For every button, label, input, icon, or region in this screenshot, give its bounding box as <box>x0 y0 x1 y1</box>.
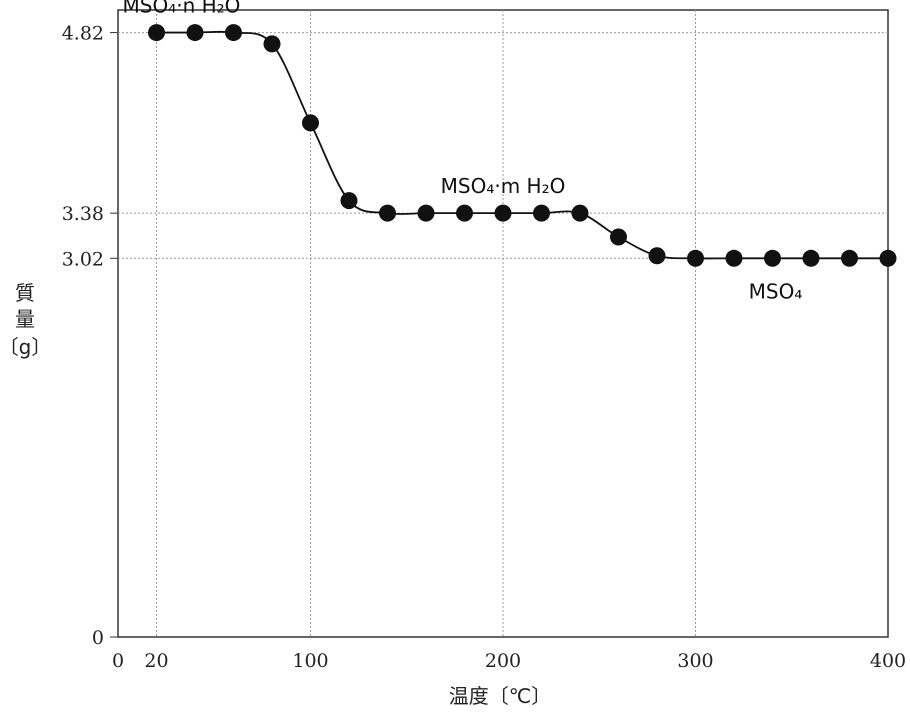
data-point <box>417 204 435 222</box>
x-axis-label: 温度〔℃〕 <box>449 684 551 708</box>
data-point <box>610 228 627 246</box>
y-tick-label: 0 <box>92 627 104 649</box>
data-point <box>725 249 743 267</box>
data-point <box>494 204 512 222</box>
x-tick-label: 20 <box>144 650 168 672</box>
data-point <box>302 114 319 132</box>
y-tick-label: 4.82 <box>62 23 104 45</box>
data-point <box>533 204 550 222</box>
data-points <box>148 24 897 267</box>
y-ticks: 0 3.02 3.38 4.82 <box>62 23 118 649</box>
data-point <box>648 247 666 265</box>
annotation-label: MSO₄·m H₂O <box>441 174 566 198</box>
data-point <box>340 192 358 210</box>
annotation-label: MSO₄·n H₂O <box>123 0 241 18</box>
x-tick-label: 200 <box>485 650 521 672</box>
annotation-label: MSO₄ <box>749 279 803 303</box>
x-tick-label: 400 <box>870 650 906 672</box>
x-ticks: 0 20 100 200 300 400 <box>112 650 906 672</box>
y-axis-label-2: 量 <box>15 307 35 331</box>
x-tick-label: 300 <box>677 650 713 672</box>
annotations: MSO₄·n H₂O MSO₄·m H₂O MSO₄ <box>123 0 803 303</box>
data-point <box>263 35 281 53</box>
data-point <box>841 249 858 267</box>
data-point <box>225 24 242 42</box>
y-axis-label-3: 〔g〕 <box>0 335 51 359</box>
data-point <box>186 24 204 42</box>
data-point <box>379 204 396 222</box>
y-axis-label-1: 質 <box>15 281 35 305</box>
data-point <box>571 204 589 222</box>
data-point <box>879 249 897 267</box>
data-point <box>456 204 473 222</box>
x-tick-label: 100 <box>292 650 328 672</box>
data-point <box>764 249 781 267</box>
data-point <box>148 24 165 42</box>
data-point <box>687 249 704 267</box>
y-tick-label: 3.38 <box>62 203 104 225</box>
data-point <box>802 249 820 267</box>
y-tick-label: 3.02 <box>62 248 104 270</box>
x-tick-label: 0 <box>112 650 124 672</box>
